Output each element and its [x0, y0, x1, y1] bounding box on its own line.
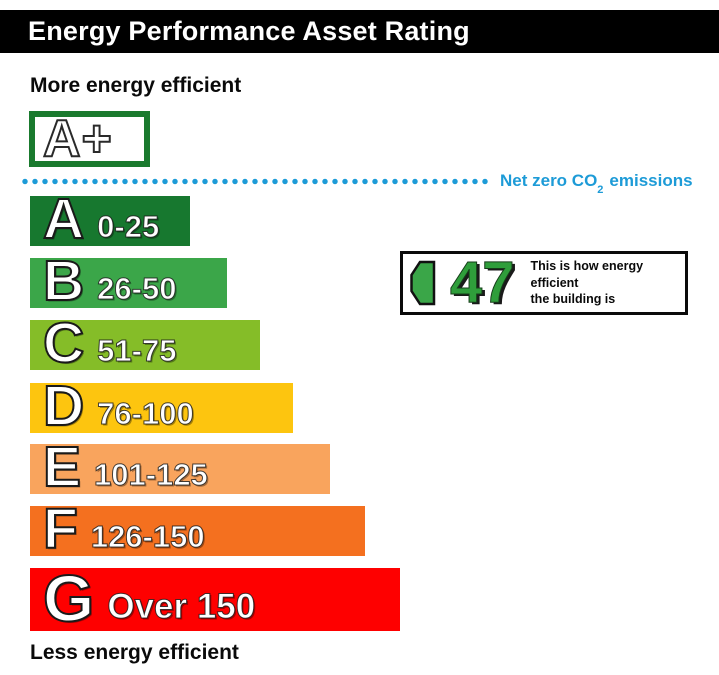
rating-caption: This is how energy efficient the buildin…: [531, 258, 685, 308]
band-e: E 101-125: [30, 434, 330, 499]
rating-indicator: 47 This is how energy efficient the buil…: [400, 251, 688, 315]
rating-caption-line1: This is how energy efficient: [530, 259, 644, 290]
band-f: F 126-150: [30, 496, 365, 561]
rating-caption-line2: the building is: [530, 292, 616, 307]
band-d-range: 76-100: [97, 395, 195, 431]
band-b: B 26-50: [30, 248, 227, 313]
band-g-range: Over 150: [107, 587, 256, 627]
net-zero-label: Net zero CO2 emissions: [500, 171, 693, 197]
band-d: D 76-100: [30, 373, 293, 438]
less-efficient-label: Less energy efficient: [30, 641, 239, 664]
net-zero-text-suffix: emissions: [609, 171, 693, 190]
page-title: Energy Performance Asset Rating: [28, 16, 470, 46]
band-b-letter: B: [42, 248, 85, 313]
band-a-letter: A: [42, 186, 85, 251]
net-zero-text-prefix: Net zero CO: [500, 171, 598, 190]
more-efficient-label: More energy efficient: [30, 74, 242, 97]
band-a: A 0-25: [30, 186, 190, 251]
band-f-letter: F: [42, 496, 79, 561]
band-b-range: 26-50: [97, 270, 177, 306]
band-d-letter: D: [42, 373, 85, 438]
band-a-range: 0-25: [97, 208, 160, 244]
band-e-range: 101-125: [94, 456, 209, 492]
band-c: C 51-75: [30, 310, 260, 375]
band-f-range: 126-150: [90, 518, 205, 554]
co2-subscript: 2: [597, 184, 604, 197]
band-g-letter: G: [42, 560, 95, 635]
rating-value: 47: [450, 249, 516, 315]
rating-arrow-icon: [410, 260, 436, 306]
aplus-label: A+: [42, 110, 113, 168]
band-g: G Over 150: [30, 560, 400, 635]
aplus-badge: A+: [29, 111, 150, 167]
band-c-range: 51-75: [97, 332, 177, 368]
title-bar: Energy Performance Asset Rating: [0, 10, 719, 53]
net-zero-dotted-line: [20, 178, 488, 185]
band-e-letter: E: [42, 434, 82, 499]
band-c-letter: C: [42, 310, 85, 375]
